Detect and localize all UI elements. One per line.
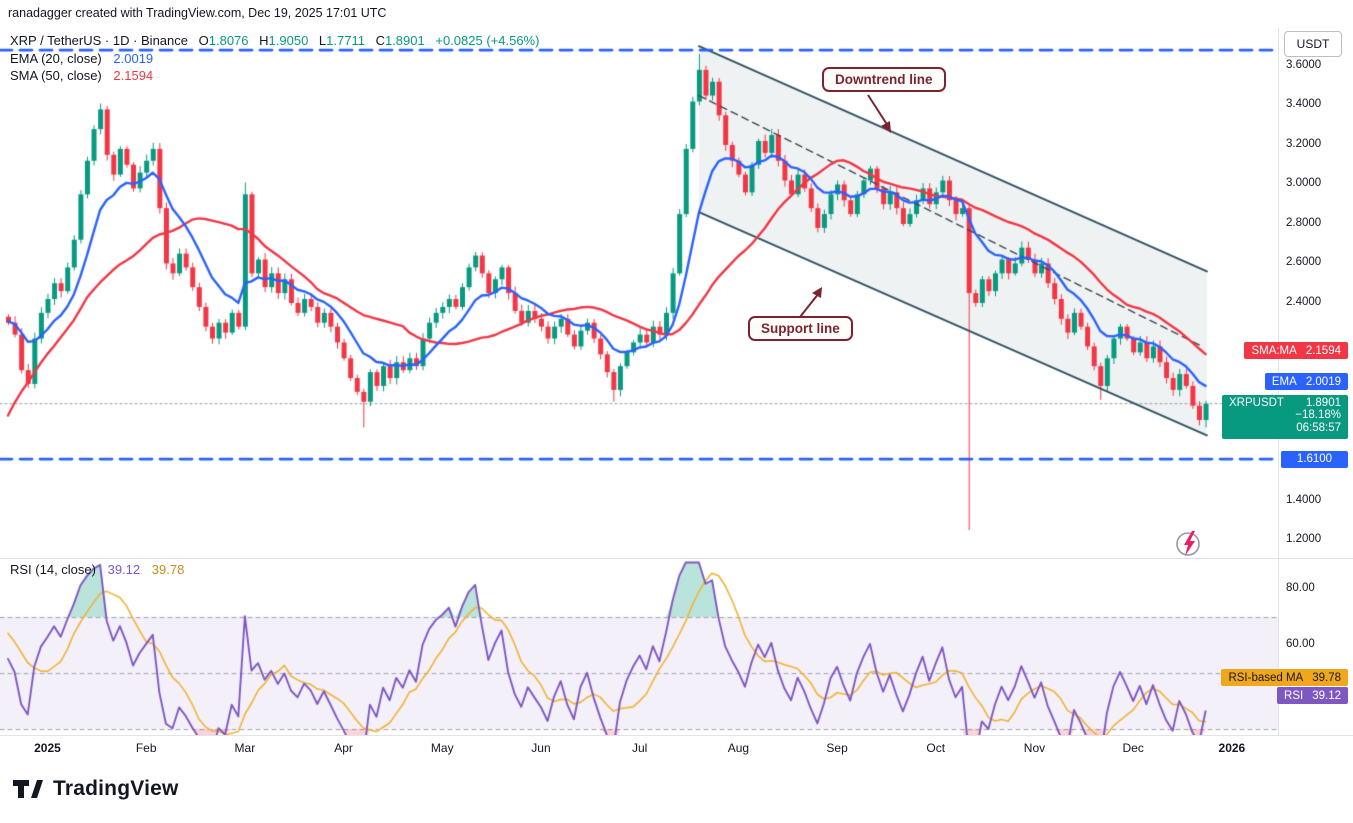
price-tick-label: 3.0000 [1286, 177, 1322, 190]
rsi-badge-label: RSI [1284, 689, 1304, 702]
pane-separator[interactable] [0, 558, 1353, 559]
time-tick-label: Mar [234, 741, 256, 755]
ema-legend-row[interactable]: EMA (20, close) 2.0019 [10, 50, 539, 68]
time-axis-separator [0, 735, 1353, 736]
open-value: 1.8076 [208, 33, 249, 48]
low-value: 1.7711 [326, 33, 365, 48]
symbol-title: XRP / TetherUS · 1D · Binance [10, 33, 188, 48]
ema-badge-value: 2.0019 [1305, 375, 1341, 388]
tradingview-logo-icon [13, 780, 43, 798]
tradingview-logo[interactable]: TradingView [12, 776, 179, 802]
high-value: 1.9050 [268, 33, 309, 48]
downtrend-arrow-icon[interactable] [858, 92, 902, 140]
tradingview-logo-text: TradingView [53, 777, 179, 800]
sma-legend-row[interactable]: SMA (50, close) 2.1594 [10, 67, 539, 85]
time-tick-label: May [430, 741, 454, 755]
rsi-legend[interactable]: RSI (14, close) 39.12 39.78 [10, 562, 184, 577]
rsi-badge-value: 39.12 [1312, 689, 1341, 702]
time-tick-label: Nov [1023, 741, 1046, 755]
rsi-value: 39.12 [107, 562, 141, 577]
support-level-value: 1.6100 [1296, 453, 1333, 466]
last-price-symbol: XRPUSDT [1229, 396, 1284, 409]
sma-badge-value: 2.1594 [1305, 344, 1341, 357]
rsi-tick-label: 60.00 [1286, 638, 1315, 651]
time-tick-label: Jul [632, 741, 648, 755]
close-value: 1.8901 [384, 33, 425, 48]
time-tick-label: Oct [926, 741, 946, 755]
support-arrow-icon[interactable] [793, 283, 833, 321]
ema-price-badge: EMA 2.0019 [1264, 373, 1348, 391]
price-tick-label: 1.4000 [1286, 493, 1322, 506]
last-price-badge: XRPUSDT 1.8901 −18.18% 06:58:57 [1222, 394, 1348, 439]
time-tick-label: 2025 [34, 741, 61, 755]
rsi-ma-badge-value: 39.78 [1312, 671, 1341, 684]
price-pane-canvas[interactable] [0, 28, 1278, 558]
change-value: +0.0825 (+4.56%) [435, 33, 540, 48]
ema-badge-label: EMA [1271, 375, 1297, 388]
bar-countdown: 06:58:57 [1296, 422, 1341, 435]
close-label: C [375, 33, 385, 48]
rsi-ma-value: 39.78 [151, 562, 185, 577]
attribution-text: ranadagger created with TradingView.com,… [8, 6, 387, 20]
rsi-label: RSI (14, close) [10, 562, 96, 577]
price-tick-label: 1.2000 [1286, 533, 1322, 546]
rsi-badge: RSI 39.12 [1277, 687, 1348, 704]
flash-icon[interactable] [1174, 528, 1204, 558]
sma-price-badge: SMA:MA 2.1594 [1244, 342, 1348, 359]
price-tick-label: 3.6000 [1286, 58, 1322, 71]
rsi-ma-badge: RSI-based MA 39.78 [1221, 669, 1348, 686]
time-tick-label: Dec [1122, 741, 1144, 755]
rsi-ma-badge-label: RSI-based MA [1228, 671, 1304, 684]
sma-badge-label: SMA:MA [1251, 344, 1297, 357]
rsi-tick-label: 80.00 [1286, 582, 1315, 595]
rsi-pane-canvas[interactable] [0, 558, 1278, 735]
main-legend[interactable]: XRP / TetherUS · 1D · Binance O1.8076 H1… [10, 32, 539, 85]
currency-toggle-button[interactable]: USDT [1284, 31, 1342, 57]
high-label: H [259, 33, 269, 48]
time-tick-label: Apr [334, 741, 353, 755]
time-tick-label: Sep [826, 741, 848, 755]
low-label: L [318, 33, 327, 48]
ema-label: EMA (20, close) [10, 50, 102, 66]
price-tick-label: 2.6000 [1286, 256, 1322, 269]
sma-value: 2.1594 [113, 68, 154, 83]
sma-label: SMA (50, close) [10, 68, 102, 83]
downtrend-line-callout[interactable]: Downtrend line [822, 67, 946, 92]
symbol-legend-row: XRP / TetherUS · 1D · Binance O1.8076 H1… [10, 32, 539, 50]
time-tick-label: Feb [135, 741, 157, 755]
time-tick-label: Aug [727, 741, 750, 755]
open-label: O [198, 33, 209, 48]
support-level-badge: 1.6100 [1281, 450, 1348, 468]
price-tick-label: 2.4000 [1286, 295, 1322, 308]
last-price-value: 1.8901 [1305, 396, 1341, 409]
time-tick-label: Jun [531, 741, 551, 755]
price-tick-label: 3.2000 [1286, 137, 1322, 150]
ema-value: 2.0019 [113, 50, 154, 66]
time-tick-label: 2026 [1218, 741, 1246, 755]
last-price-change: −18.18% [1295, 408, 1341, 421]
price-tick-label: 3.4000 [1286, 98, 1322, 111]
price-tick-label: 2.8000 [1286, 216, 1322, 229]
time-axis[interactable]: 2025 Feb Mar Apr May Jun Jul Aug Sep Oct Nov Dec 202… [0, 735, 1278, 762]
